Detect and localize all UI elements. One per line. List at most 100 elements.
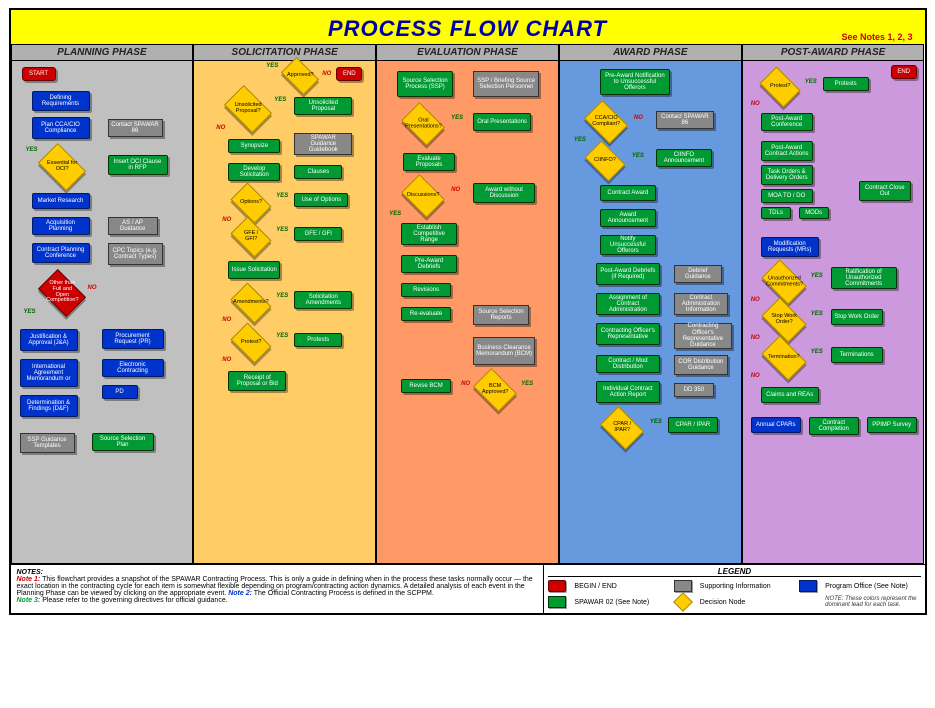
no-label: NO	[461, 381, 470, 387]
supp-node: SPAWAR Guidance Guidebook	[294, 133, 352, 155]
proc-node: Ratification of Unauthorized Commitments	[831, 267, 897, 289]
proc-node: Insert OCI Clause in RFP	[108, 155, 168, 175]
title-bar: PROCESS FLOW CHART See Notes 1, 2, 3	[11, 10, 925, 44]
legend-label: Supporting Information	[700, 583, 795, 590]
supp-node: AS / AP Guidance	[108, 217, 158, 235]
decision-node: Essential for OCI?	[37, 143, 85, 191]
yes-label: YES	[811, 311, 823, 317]
yes-label: YES	[811, 349, 823, 355]
decision-node: Options?	[231, 182, 272, 223]
legend-swatch-begend	[548, 580, 566, 592]
proc-node: Contract / Mod Distribution	[596, 355, 660, 373]
proc-node: Market Research	[32, 193, 90, 209]
no-label: NO	[222, 217, 231, 223]
proc-node: Solicitation Amendments	[294, 291, 352, 309]
yes-label: YES	[24, 309, 36, 315]
yes-label: YES	[650, 419, 662, 425]
proc-node: PPIMP Survey	[867, 417, 917, 433]
supp-node: COR Distribution Guidance	[674, 355, 728, 375]
legend-label: Program Office (See Note)	[825, 583, 920, 590]
proc-node: PD	[102, 385, 138, 399]
phase-planning: PLANNING PHASE START Defining Requiremen…	[11, 44, 194, 564]
proc-node: Acquisition Planning	[32, 217, 90, 235]
proc-node: Use of Options	[294, 193, 348, 207]
supp-node: Source Selection Reports	[473, 305, 529, 325]
proc-node: Issue Solicitation	[228, 261, 280, 279]
no-label: NO	[634, 115, 643, 121]
proc-node: Procurement Request (PR)	[102, 329, 164, 349]
phase-header: AWARD PHASE	[560, 45, 741, 61]
proc-node: Source Selection Plan	[92, 433, 154, 451]
phase-header: PLANNING PHASE	[12, 45, 193, 61]
end-node: END	[891, 65, 917, 79]
decision-node: Protest?	[231, 322, 272, 363]
yes-label: YES	[389, 211, 401, 217]
proc-node: Contract Planning Conference	[32, 243, 90, 263]
chart-title: PROCESS FLOW CHART	[11, 16, 925, 42]
legend-title: LEGEND	[548, 567, 920, 577]
yes-label: YES	[521, 381, 533, 387]
proc-node: Task Orders & Delivery Orders	[761, 165, 813, 185]
supp-node: Debrief Guidance	[674, 265, 722, 283]
legend-label: BEGIN / END	[574, 583, 669, 590]
proc-node: International Agreement Memorandum or	[20, 359, 78, 387]
yes-label: YES	[276, 293, 288, 299]
end-node: END	[336, 67, 362, 81]
proc-node: Clauses	[294, 165, 342, 179]
see-notes: See Notes 1, 2, 3	[841, 32, 912, 42]
supp-node: Contact SPAWAR 86	[108, 119, 163, 137]
legend-swatch-proc	[548, 596, 566, 608]
supp-node: DD 350	[674, 383, 714, 397]
notes-header: NOTES:	[17, 569, 538, 576]
proc-node: Develop Solicitation	[228, 163, 280, 181]
proc-node: Synopsize	[228, 139, 280, 153]
decision-node: Unsolicited Proposal?	[224, 85, 272, 133]
no-label: NO	[222, 357, 231, 363]
no-label: NO	[222, 317, 231, 323]
legend-swatch-prog	[799, 580, 817, 592]
decision-node: Protest?	[759, 66, 800, 107]
note1-label: Note 1:	[17, 576, 41, 583]
proc-node: Notify Unsuccessful Offerors	[600, 235, 656, 255]
proc-node: Protests	[294, 333, 342, 347]
flowchart-container: PROCESS FLOW CHART See Notes 1, 2, 3 PLA…	[9, 8, 927, 615]
proc-node: Award Announcement	[600, 209, 656, 227]
supp-node: Contact SPAWAR 86	[656, 111, 714, 129]
note3-label: Note 3:	[17, 597, 41, 604]
proc-node: Evaluate Proposals	[403, 153, 455, 171]
phase-header: EVALUATION PHASE	[377, 45, 558, 61]
proc-node: Establish Competitive Range	[401, 223, 457, 245]
phase-header: SOLICITATION PHASE	[194, 45, 375, 61]
decision-node: BCM Approved?	[473, 368, 517, 412]
supp-node: Contracting Officer's Representative Gui…	[674, 323, 732, 349]
phase-solicitation: SOLICITATION PHASE Approved? YES NO END …	[193, 44, 376, 564]
proc-node: Pre-Award Notification to Unsuccessful O…	[600, 69, 670, 95]
proc-node: CPAR / IPAR	[668, 417, 718, 433]
supp-node: SSP Guidance Templates	[20, 433, 75, 453]
legend-note: NOTE: These colors represent the dominan…	[825, 596, 920, 609]
proc-node: Modification Requests (MRs)	[761, 237, 819, 257]
decision-node: Approved?	[281, 57, 319, 95]
proc-node: Re-evaluate	[401, 307, 451, 321]
proc-node: Individual Contract Action Report	[596, 381, 660, 403]
no-label: NO	[751, 373, 760, 379]
phase-award: AWARD PHASE Pre-Award Notification to Un…	[559, 44, 742, 564]
supp-node: SSP / Briefing Source Selection Personne…	[473, 71, 539, 97]
decision-node: Oral Presentations?	[401, 102, 445, 146]
yes-label: YES	[266, 63, 278, 69]
no-label: NO	[216, 125, 225, 131]
proc-node: Annual CPARs	[751, 417, 801, 433]
decision-node: CPAR / IPAR?	[600, 406, 644, 450]
supp-node: Business Clearance Memorandum (BCM)	[473, 337, 535, 365]
legend-label: Decision Node	[700, 599, 795, 606]
yes-label: YES	[276, 227, 288, 233]
decision-node: Discussions?	[401, 174, 445, 218]
proc-node: Receipt of Proposal or Bid	[228, 371, 286, 391]
decision-node: GFE / GFI?	[231, 216, 272, 257]
phase-evaluation: EVALUATION PHASE Source Selection Proces…	[376, 44, 559, 564]
proc-node: Plan CCA/CIO Compliance	[32, 117, 90, 139]
proc-node: Assignment of Contract Administration	[596, 293, 660, 315]
proc-node: Award without Discussion	[473, 183, 535, 203]
proc-node: Contract Award	[600, 185, 656, 201]
proc-node: Source Selection Process (SSP)	[397, 71, 453, 97]
